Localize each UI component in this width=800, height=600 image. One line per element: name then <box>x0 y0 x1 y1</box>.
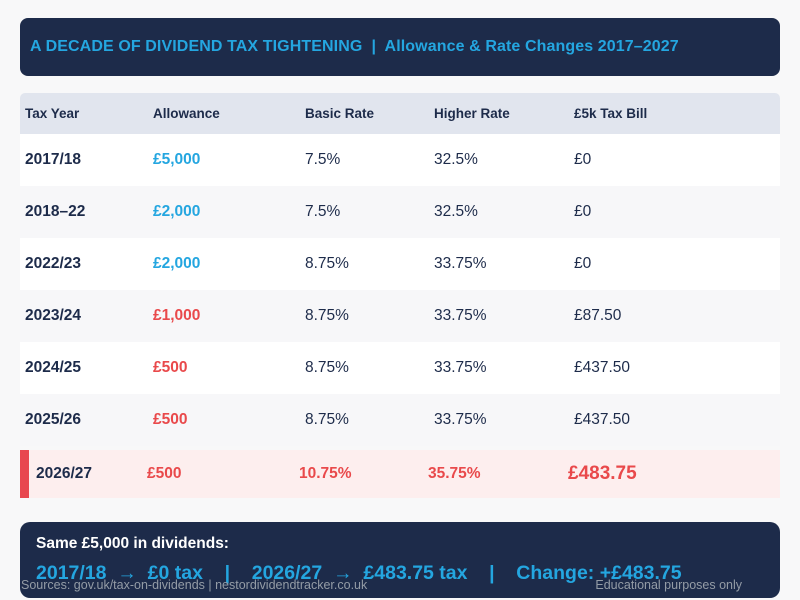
table-row-highlighted-2026-27: 2026/27 £500 10.75% 35.75% £483.75 <box>20 450 780 498</box>
basic-rate-cell: 7.5% <box>305 203 341 220</box>
page-title: A DECADE OF DIVIDEND TAX TIGHTENING | Al… <box>30 38 679 55</box>
tax-year-cell: 2017/18 <box>25 151 82 168</box>
higher-rate-cell: 33.75% <box>434 307 487 324</box>
table-row: 2022/23 £2,000 8.75% 33.75% £0 <box>20 238 780 290</box>
higher-rate-cell: 32.5% <box>434 203 478 220</box>
higher-rate-cell: 35.75% <box>428 465 481 482</box>
basic-rate-cell: 8.75% <box>305 359 349 376</box>
allowance-cell: £2,000 <box>153 255 201 272</box>
allowance-cell: £500 <box>153 359 188 376</box>
summary-heading: Same £5,000 in dividends: <box>36 535 229 552</box>
higher-rate-cell: 32.5% <box>434 151 478 168</box>
tax-bill-cell: £0 <box>574 151 592 168</box>
summary-box: Same £5,000 in dividends: 2017/18 → £0 t… <box>20 522 780 598</box>
tax-year-cell: 2018–22 <box>25 203 86 220</box>
higher-rate-cell: 33.75% <box>434 359 487 376</box>
table-row: 2023/24 £1,000 8.75% 33.75% £87.50 <box>20 290 780 342</box>
higher-rate-cell: 33.75% <box>434 255 487 272</box>
footer-sources: Sources: gov.uk/tax-on-dividends | nesto… <box>21 578 368 592</box>
tax-bill-cell: £437.50 <box>574 359 631 376</box>
higher-rate-cell: 33.75% <box>434 411 487 428</box>
allowance-cell: £500 <box>147 465 182 482</box>
tax-year-cell: 2023/24 <box>25 307 82 324</box>
basic-rate-cell: 8.75% <box>305 307 349 324</box>
allowance-cell: £5,000 <box>153 151 201 168</box>
allowance-cell: £1,000 <box>153 307 201 324</box>
basic-rate-cell: 7.5% <box>305 151 341 168</box>
summary-comparison: 2017/18 → £0 tax | 2026/27 → £483.75 tax… <box>36 562 682 584</box>
basic-rate-cell: 8.75% <box>305 411 349 428</box>
tax-bill-cell: £0 <box>574 255 592 272</box>
allowance-cell: £2,000 <box>153 203 201 220</box>
tax-year-cell: 2026/27 <box>36 465 93 482</box>
table-row: 2024/25 £500 8.75% 33.75% £437.50 <box>20 342 780 394</box>
column-header-tax-year: Tax Year <box>25 106 80 121</box>
footer-disclaimer: Educational purposes only <box>595 578 742 592</box>
basic-rate-cell: 8.75% <box>305 255 349 272</box>
tax-year-cell: 2025/26 <box>25 411 82 428</box>
table-row: 2018–22 £2,000 7.5% 32.5% £0 <box>20 186 780 238</box>
table-header-row: Tax Year Allowance Basic Rate Higher Rat… <box>20 93 780 134</box>
basic-rate-cell: 10.75% <box>299 465 352 482</box>
title-banner: A DECADE OF DIVIDEND TAX TIGHTENING | Al… <box>20 18 780 76</box>
tax-year-cell: 2024/25 <box>25 359 82 376</box>
tax-bill-cell: £483.75 <box>568 463 637 484</box>
table-row: 2017/18 £5,000 7.5% 32.5% £0 <box>20 134 780 186</box>
tax-bill-cell: £87.50 <box>574 307 622 324</box>
tax-bill-cell: £0 <box>574 203 592 220</box>
dividend-tax-table: Tax Year Allowance Basic Rate Higher Rat… <box>20 93 780 498</box>
column-header-allowance: Allowance <box>153 106 220 121</box>
tax-bill-cell: £437.50 <box>574 411 631 428</box>
column-header-higher-rate: Higher Rate <box>434 106 510 121</box>
tax-year-cell: 2022/23 <box>25 255 82 272</box>
table-row: 2025/26 £500 8.75% 33.75% £437.50 <box>20 394 780 446</box>
column-header-basic-rate: Basic Rate <box>305 106 375 121</box>
red-accent-bar <box>20 450 29 498</box>
column-header-tax-bill: £5k Tax Bill <box>574 106 648 121</box>
allowance-cell: £500 <box>153 411 188 428</box>
